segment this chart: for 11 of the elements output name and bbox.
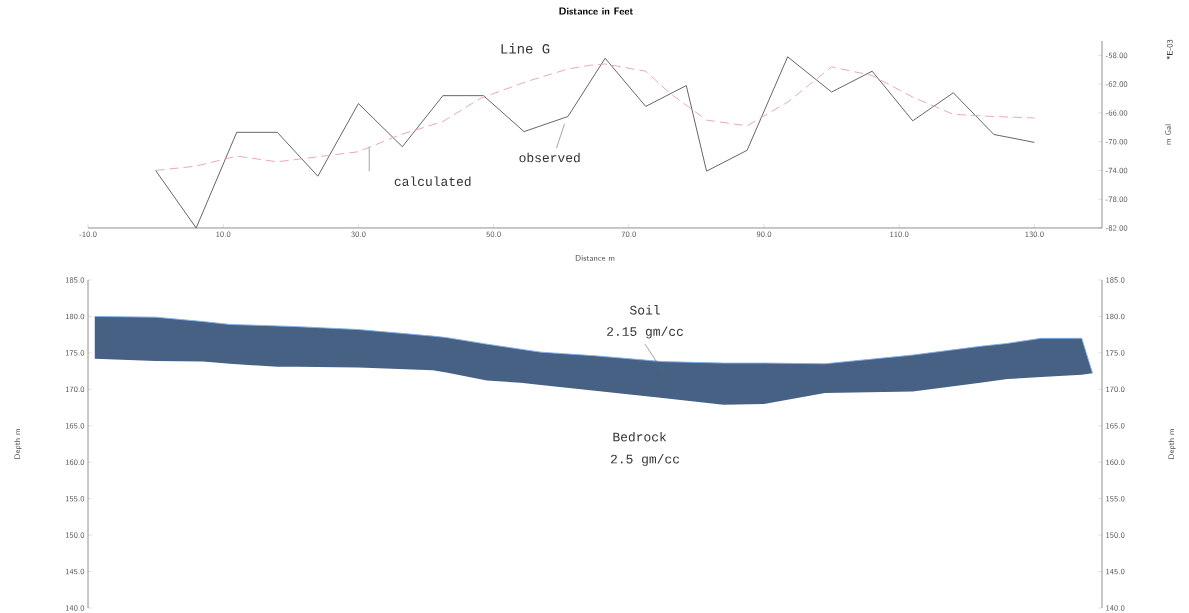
line-series xyxy=(155,56,1035,229)
annotation: 2.15 gm/cc xyxy=(607,326,683,339)
line-series xyxy=(94,315,1093,374)
chart-title: Distance in Feet xyxy=(559,7,634,15)
chart-subtitle: Line G xyxy=(501,43,550,54)
annotation: Bedrock xyxy=(613,431,667,442)
line-series xyxy=(155,63,1035,171)
annotation: Soil xyxy=(629,305,660,315)
annotation: 2.5 gm/cc xyxy=(610,453,680,467)
annotation: calculated xyxy=(394,176,471,187)
annotation: observed xyxy=(519,152,580,163)
